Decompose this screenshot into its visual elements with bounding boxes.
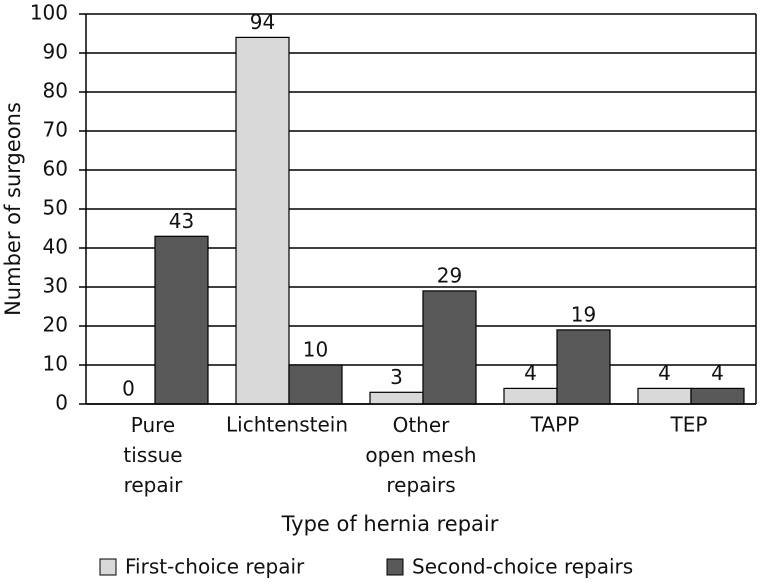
value-label: 4 [524, 361, 537, 385]
value-label: 10 [303, 338, 328, 362]
bar [422, 290, 477, 405]
legend-swatch [99, 558, 117, 576]
x-axis-title: Type of hernia repair [281, 512, 499, 536]
x-tick-label: Other open mesh repairs [365, 413, 476, 497]
legend-swatch [386, 558, 404, 576]
y-tick-label: 10 [43, 352, 68, 376]
value-label: 43 [169, 209, 194, 233]
value-label: 3 [390, 365, 403, 389]
y-tick-label: 40 [43, 235, 68, 259]
y-tick-label: 90 [43, 40, 68, 64]
bar [503, 387, 558, 405]
value-label: 19 [571, 302, 596, 326]
legend-label: Second-choice repairs [412, 555, 633, 579]
bar [690, 387, 745, 405]
bar [637, 387, 692, 405]
bar [556, 329, 611, 405]
y-axis-title: Number of surgeons [1, 102, 25, 316]
bar [288, 364, 343, 405]
x-tick-label: Pure tissue repair [123, 413, 183, 497]
value-label: 4 [658, 361, 671, 385]
y-tick-label: 50 [43, 196, 68, 220]
value-label: 4 [711, 361, 724, 385]
y-tick-label: 0 [55, 391, 68, 415]
y-tick-label: 60 [43, 157, 68, 181]
bar [369, 391, 424, 405]
value-label: 29 [437, 263, 462, 287]
value-label: 0 [122, 377, 135, 401]
y-tick-label: 30 [43, 274, 68, 298]
y-tick-label: 70 [43, 118, 68, 142]
x-tick-label: TEP [670, 413, 708, 437]
y-tick-label: 100 [30, 1, 68, 25]
y-tick-label: 20 [43, 313, 68, 337]
bar [154, 235, 209, 405]
legend-label: First-choice repair [125, 555, 305, 579]
x-tick-label: TAPP [530, 413, 579, 437]
value-label: 94 [250, 10, 275, 34]
bar [235, 36, 290, 405]
x-tick-label: Lichtenstein [226, 413, 348, 437]
y-tick-label: 80 [43, 79, 68, 103]
